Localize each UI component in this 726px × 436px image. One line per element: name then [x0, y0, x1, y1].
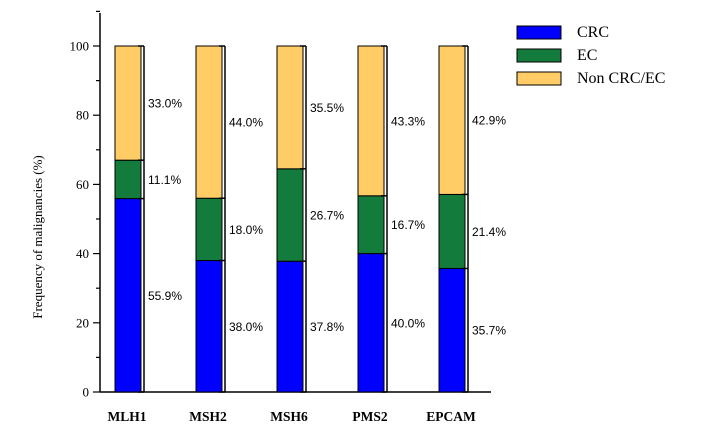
y-tick-label: 80	[76, 108, 89, 123]
data-label: 37.8%	[310, 320, 344, 334]
bar-segment-ec-msh6	[276, 168, 304, 262]
data-label: 55.9%	[148, 289, 182, 303]
bar-segment-non-crc-ec-msh6	[276, 45, 304, 170]
y-tick-label: 0	[83, 385, 90, 400]
data-label: 11.1%	[148, 173, 181, 187]
data-label: 16.7%	[391, 218, 425, 232]
bar-segment-ec-pms2	[357, 195, 385, 255]
legend-label: CRC	[577, 24, 609, 41]
bar-segment-crc-epcam	[438, 267, 466, 393]
data-label: 21.4%	[472, 225, 506, 239]
bar-segment-ec-msh2	[195, 197, 223, 262]
data-label: 35.5%	[310, 101, 344, 115]
x-tick-label: PMS2	[352, 409, 387, 424]
y-axis-label: Frequency of malignancies (%)	[30, 155, 45, 319]
data-label: 44.0%	[229, 116, 263, 130]
data-label: 18.0%	[229, 223, 263, 237]
legend-swatch	[516, 71, 562, 86]
data-label: 40.0%	[391, 316, 425, 330]
y-tick-label: 100	[70, 39, 90, 54]
y-tick-label: 40	[76, 246, 89, 261]
data-label: 43.3%	[391, 114, 425, 128]
y-tick-label: 60	[76, 177, 89, 192]
x-tick-label: MLH1	[108, 409, 147, 424]
legend-label: EC	[577, 47, 597, 64]
bar-segment-crc-msh6	[276, 260, 304, 393]
bar-segment-ec-mlh1	[114, 159, 142, 200]
data-label: 33.0%	[148, 97, 182, 111]
data-label: 35.7%	[472, 324, 506, 338]
bar-segment-crc-msh2	[195, 260, 223, 393]
x-tick-label: MSH2	[189, 409, 227, 424]
bar-segment-non-crc-ec-epcam	[438, 45, 466, 195]
legend-label: Non CRC/EC	[577, 70, 665, 87]
x-tick-label: EPCAM	[426, 409, 476, 424]
bar-segment-crc-pms2	[357, 253, 385, 393]
legend: CRC EC Non CRC/EC	[516, 24, 665, 87]
bar-segment-crc-mlh1	[114, 198, 142, 393]
legend-swatch	[516, 25, 562, 40]
data-label: 38.0%	[229, 320, 263, 334]
legend-swatch	[516, 48, 562, 63]
bar-segment-non-crc-ec-pms2	[357, 45, 385, 197]
bar-segment-non-crc-ec-mlh1	[114, 45, 142, 161]
x-tick-label: MSH6	[270, 409, 308, 424]
data-label: 42.9%	[472, 114, 506, 128]
bar-segment-non-crc-ec-msh2	[195, 45, 223, 199]
data-label: 26.7%	[310, 209, 344, 223]
bar-segment-ec-epcam	[438, 193, 466, 269]
y-tick-label: 20	[76, 315, 89, 330]
